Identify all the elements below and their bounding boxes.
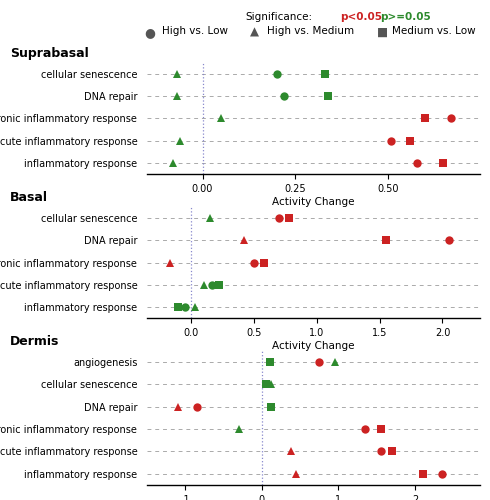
Text: High vs. Medium: High vs. Medium [267, 26, 354, 36]
Text: p<0.05: p<0.05 [341, 12, 383, 22]
X-axis label: Activity Change: Activity Change [272, 196, 355, 206]
Text: Medium vs. Low: Medium vs. Low [392, 26, 476, 36]
Text: High vs. Low: High vs. Low [162, 26, 228, 36]
Text: Significance:: Significance: [245, 12, 312, 22]
Text: ■: ■ [377, 26, 389, 39]
Text: p>=0.05: p>=0.05 [380, 12, 431, 22]
Text: Suprabasal: Suprabasal [10, 47, 89, 60]
Text: Dermis: Dermis [10, 336, 59, 348]
Text: ▲: ▲ [250, 26, 259, 39]
Text: ●: ● [145, 26, 155, 39]
X-axis label: Activity Change: Activity Change [272, 341, 355, 351]
Text: Basal: Basal [10, 191, 48, 204]
